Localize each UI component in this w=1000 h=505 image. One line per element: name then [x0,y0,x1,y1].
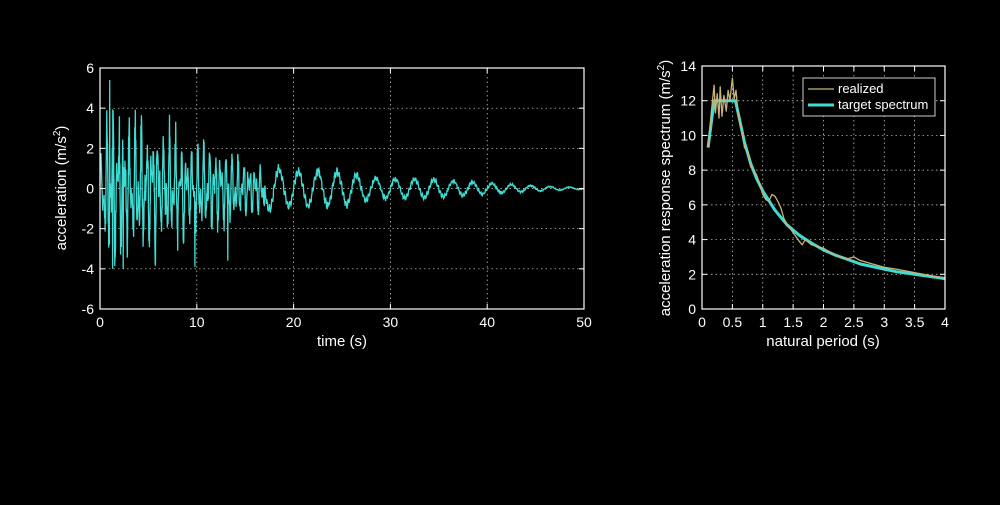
time-history-line [99,79,585,269]
time-history-ytick-label: 0 [86,181,94,197]
time-history-series [99,79,585,269]
response-spectrum-ylabel-end: ) [657,60,674,65]
response-spectrum-xtick-label: 0 [698,314,706,330]
time-history-xtick-label: 30 [383,314,399,330]
response-spectrum-xlabel: natural period (s) [766,333,879,350]
legend-label-realized: realized [838,81,884,96]
response-spectrum-plot: 0 0.5 1 1.5 2 2.5 3 3.5 4 0 2 4 6 8 10 12 14 natural per… [656,58,949,350]
response-spectrum-xtick-label: 1 [759,314,767,330]
time-history-ytick-label: 2 [86,140,94,156]
response-spectrum-line-target-spectrum [706,99,946,281]
time-history-ylabel-main: acceleration (m/s [53,136,70,250]
time-history-xtick-label: 10 [189,314,205,330]
time-history-xtick-label: 50 [576,314,592,330]
response-spectrum-ylabel-sup: 2 [656,64,667,70]
response-spectrum-line-realized [707,77,946,279]
response-spectrum-ytick-label: 6 [688,197,696,213]
response-spectrum-ytick-label: 4 [688,232,696,248]
time-history-ylabel-end: ) [53,126,70,131]
response-spectrum-ylabel: acceleration response spectrum (m/s2) [656,60,674,317]
response-spectrum-ytick-label: 2 [688,266,696,282]
time-history-ytick-label: -4 [82,261,95,277]
time-history-xtick-label: 0 [96,314,104,330]
time-history-xtick-label: 40 [479,314,495,330]
legend: realized target spectrum [802,77,936,117]
response-spectrum-ytick-label: 12 [680,93,696,109]
response-spectrum-ytick-label: 8 [688,162,696,178]
response-spectrum-ytick-label: 10 [680,127,696,143]
time-history-xtick-label: 20 [286,314,302,330]
response-spectrum-xtick-label: 2 [820,314,828,330]
response-spectrum-xtick-label: 1.5 [783,314,803,330]
response-spectrum-xtick-label: 2.5 [844,314,864,330]
response-spectrum-ticks: 0 0.5 1 1.5 2 2.5 3 3.5 4 0 2 4 6 8 10 12 14 [680,58,949,330]
time-history-xlabel: time (s) [317,333,367,350]
response-spectrum-ytick-label: 0 [688,301,696,317]
response-spectrum-xtick-label: 0.5 [723,314,743,330]
response-spectrum-series [706,77,946,281]
time-history-ticks: 0 10 20 30 40 50 -6 -4 -2 0 2 4 6 [82,60,592,330]
response-spectrum-xtick-label: 3.5 [905,314,925,330]
response-spectrum-ylabel-main: acceleration response spectrum (m/s [657,70,674,316]
time-history-ytick-label: 4 [86,100,94,116]
legend-label-target-spectrum: target spectrum [838,97,928,112]
time-history-ylabel-sup: 2 [52,130,63,136]
time-history-ylabel: acceleration (m/s2) [52,126,70,251]
legend-box [802,77,936,117]
time-history-ytick-label: 6 [86,60,94,76]
response-spectrum-xtick-label: 4 [941,314,949,330]
time-history-plot: 0 10 20 30 40 50 -6 -4 -2 0 2 4 6 time (s) accelerat… [52,60,592,350]
response-spectrum-xtick-label: 3 [880,314,888,330]
time-history-ytick-label: -6 [82,301,95,317]
time-history-ytick-label: -2 [82,221,95,237]
response-spectrum-ytick-label: 14 [680,58,696,74]
